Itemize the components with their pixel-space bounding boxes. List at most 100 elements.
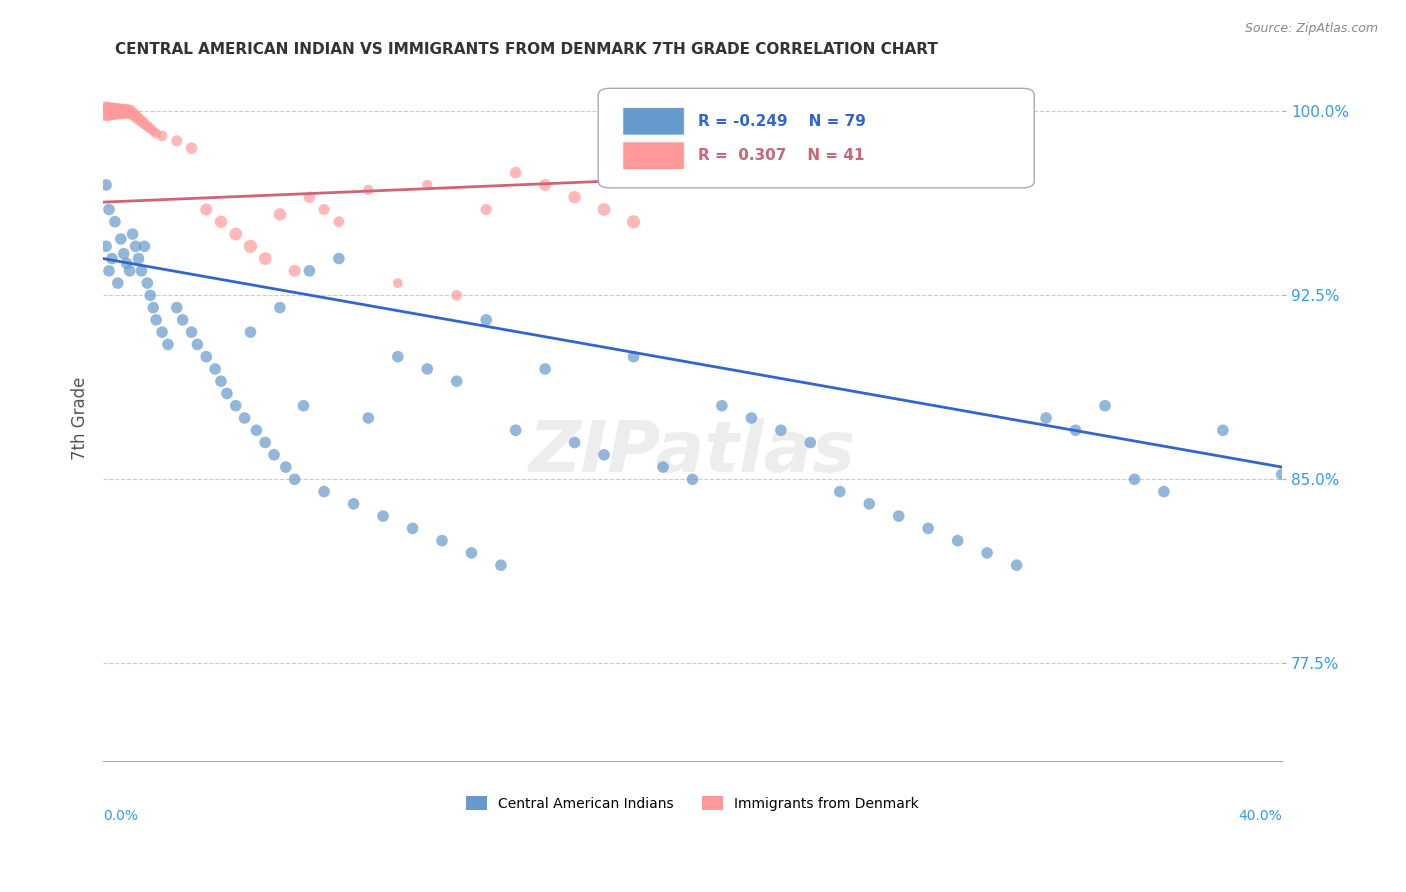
Point <box>124 239 146 253</box>
Point <box>104 215 127 229</box>
Point <box>263 448 285 462</box>
Point <box>357 183 380 197</box>
Point <box>314 202 336 217</box>
Point <box>534 362 557 376</box>
Point <box>215 386 238 401</box>
Point <box>446 374 468 388</box>
Text: 40.0%: 40.0% <box>1239 809 1282 823</box>
Point <box>101 104 124 119</box>
Point <box>357 411 380 425</box>
Point <box>136 119 159 133</box>
Point <box>225 227 247 241</box>
Point <box>769 423 792 437</box>
Text: R =  0.307    N = 41: R = 0.307 N = 41 <box>699 148 865 163</box>
Point <box>245 423 267 437</box>
Point <box>127 112 149 126</box>
Point <box>107 104 129 119</box>
Point <box>233 411 256 425</box>
Point <box>623 215 645 229</box>
Point <box>1064 423 1087 437</box>
Point <box>101 252 124 266</box>
Point <box>298 190 321 204</box>
Point <box>204 362 226 376</box>
Point <box>225 399 247 413</box>
Point <box>110 104 132 119</box>
Point <box>274 460 297 475</box>
Point <box>1035 411 1057 425</box>
Point <box>239 325 262 339</box>
Point <box>828 484 851 499</box>
Point <box>505 423 527 437</box>
Point <box>131 264 153 278</box>
Point <box>180 325 202 339</box>
Point <box>139 288 162 302</box>
Point <box>115 104 138 119</box>
Point <box>593 448 616 462</box>
Point <box>284 264 307 278</box>
Text: Source: ZipAtlas.com: Source: ZipAtlas.com <box>1244 22 1378 36</box>
Point <box>118 264 141 278</box>
Point <box>371 509 394 524</box>
Point <box>328 215 350 229</box>
Point <box>652 460 675 475</box>
FancyBboxPatch shape <box>598 88 1035 188</box>
Point <box>94 239 117 253</box>
Point <box>209 215 232 229</box>
Legend: Central American Indians, Immigrants from Denmark: Central American Indians, Immigrants fro… <box>461 790 924 816</box>
Point <box>505 166 527 180</box>
Point <box>1005 558 1028 573</box>
Point <box>209 374 232 388</box>
Point <box>254 435 277 450</box>
Point <box>112 246 135 260</box>
Point <box>858 497 880 511</box>
Point <box>142 124 165 138</box>
Point <box>98 202 121 217</box>
Point <box>342 497 364 511</box>
Point <box>475 202 498 217</box>
Point <box>156 337 179 351</box>
Point <box>145 313 167 327</box>
Point <box>239 239 262 253</box>
Point <box>534 178 557 192</box>
FancyBboxPatch shape <box>623 108 685 135</box>
Point <box>110 232 132 246</box>
Point <box>118 104 141 119</box>
Point <box>139 121 162 136</box>
Point <box>112 104 135 119</box>
Point <box>917 521 939 535</box>
Point <box>269 207 291 221</box>
Point <box>328 252 350 266</box>
Text: ZIPatlas: ZIPatlas <box>529 417 856 487</box>
Point <box>387 350 409 364</box>
Point <box>298 264 321 278</box>
Point <box>976 546 998 560</box>
Point <box>124 109 146 123</box>
Point <box>1271 467 1294 482</box>
Point <box>166 301 188 315</box>
Point <box>107 276 129 290</box>
Point <box>121 227 143 241</box>
Point <box>127 252 149 266</box>
Point <box>475 313 498 327</box>
Point <box>195 350 218 364</box>
Text: 0.0%: 0.0% <box>103 809 138 823</box>
Point <box>269 301 291 315</box>
Point <box>145 127 167 141</box>
Point <box>1212 423 1234 437</box>
Point <box>416 178 439 192</box>
Point <box>623 350 645 364</box>
Point <box>284 472 307 486</box>
Point <box>710 399 733 413</box>
Point <box>94 178 117 192</box>
Point <box>98 104 121 119</box>
Point <box>401 521 423 535</box>
Point <box>121 107 143 121</box>
Text: CENTRAL AMERICAN INDIAN VS IMMIGRANTS FROM DENMARK 7TH GRADE CORRELATION CHART: CENTRAL AMERICAN INDIAN VS IMMIGRANTS FR… <box>115 42 938 57</box>
Point <box>134 239 156 253</box>
Point <box>98 264 121 278</box>
Point <box>1094 399 1116 413</box>
Point <box>593 202 616 217</box>
Point <box>254 252 277 266</box>
Point <box>564 190 586 204</box>
Text: R = -0.249    N = 79: R = -0.249 N = 79 <box>699 114 866 128</box>
